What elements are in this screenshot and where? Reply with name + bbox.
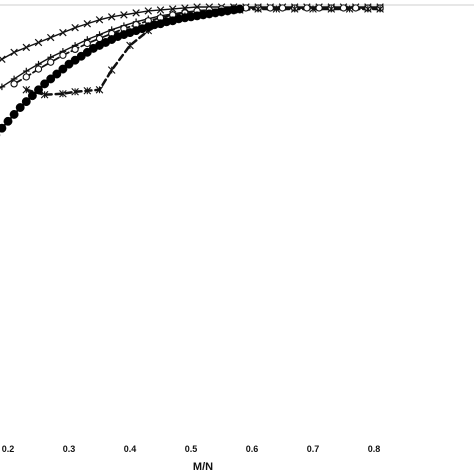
data-point-s2-p2: [0, 83, 6, 91]
data-point-s3-p23: [278, 4, 287, 12]
data-point-s5-p12: [52, 69, 62, 79]
data-point-s3-p3: [34, 65, 43, 73]
series-line-5: [0, 7, 241, 132]
data-point-s1-p14: [144, 7, 153, 15]
series-line-4: [25, 7, 382, 96]
x-tick-label: 0.7: [307, 444, 320, 454]
data-point-s1-p12: [120, 11, 128, 19]
data-point-s3-p29: [352, 4, 360, 12]
marker-layer: [0, 3, 384, 137]
x-tick-label: 0.3: [63, 444, 76, 454]
data-point-s3-p7: [83, 39, 91, 48]
data-point-s1-p7: [59, 28, 67, 37]
data-point-s1-p4: [22, 43, 31, 52]
data-point-s4-p2: [40, 90, 49, 99]
data-point-s1-p11: [107, 13, 116, 21]
data-point-s4-p5: [83, 86, 92, 95]
data-point-s3-p22: [266, 4, 274, 12]
data-point-s4-p20: [345, 5, 354, 13]
data-point-s4-p3: [59, 89, 67, 98]
data-point-s5-p10: [40, 79, 50, 89]
data-point-s5-p11: [46, 74, 56, 84]
data-point-s1-p5: [34, 38, 43, 47]
data-point-s2-p4: [23, 67, 30, 75]
data-point-s3-p28: [339, 4, 348, 12]
data-point-s4-p6: [95, 85, 104, 94]
data-point-s4-p16: [272, 5, 281, 13]
x-tick-label: 0.4: [124, 444, 137, 454]
data-point-s5-p6: [15, 103, 25, 112]
data-point-s4-p7: [107, 66, 116, 74]
data-point-s1-p2: [0, 55, 6, 63]
data-point-s4-p17: [290, 5, 299, 13]
data-point-s5-p8: [27, 91, 37, 101]
data-point-s4-p18: [309, 5, 317, 13]
data-point-s3-p6: [71, 45, 79, 54]
x-axis-title: M/N: [193, 461, 213, 473]
data-point-s5-p7: [21, 97, 31, 107]
data-point-s1-p10: [95, 16, 104, 24]
x-tick-label: 0.2: [2, 444, 15, 454]
data-point-s1-p6: [46, 33, 55, 42]
data-point-s1-p3: [10, 48, 18, 57]
data-point-s1-p9: [83, 20, 92, 28]
data-point-s3-p1: [10, 80, 18, 88]
x-tick-label: 0.5: [185, 444, 198, 454]
x-tick-label: 0.6: [246, 444, 259, 454]
data-point-s4-p4: [71, 87, 79, 96]
data-point-s1-p13: [132, 9, 140, 17]
data-point-s4-p21: [364, 5, 372, 13]
data-point-s1-p15: [156, 6, 165, 14]
data-point-s5-p13: [58, 64, 68, 74]
x-tick-labels: 0.2 0.3 0.4 0.5 0.6 0.7 0.8: [2, 444, 381, 454]
data-point-s5-p4: [3, 116, 13, 126]
x-tick-label: 0.8: [368, 444, 381, 454]
data-point-s1-p8: [71, 23, 79, 32]
data-point-s3-p5: [59, 51, 67, 59]
data-point-s3-p4: [47, 58, 55, 66]
data-point-s1-p16: [168, 5, 177, 13]
data-point-s3-p25: [303, 4, 311, 12]
data-point-s4-p15: [254, 5, 262, 13]
data-point-s5-p9: [34, 85, 43, 95]
data-point-s4-p19: [327, 5, 336, 13]
data-point-s4-p1: [22, 85, 31, 94]
data-point-s3-p2: [22, 73, 30, 81]
data-point-s5-p3: [0, 123, 7, 133]
data-point-s5-p42: [235, 4, 245, 14]
data-point-s5-p5: [9, 109, 19, 119]
data-point-s4-p8: [126, 41, 134, 50]
data-point-s4-p22: [376, 5, 384, 13]
data-point-s3-p26: [315, 4, 323, 12]
